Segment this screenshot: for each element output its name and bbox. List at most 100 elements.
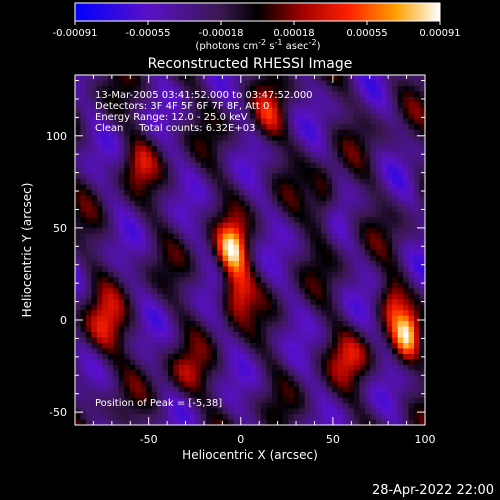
heatmap-cell	[222, 337, 229, 344]
heatmap-cell	[140, 403, 147, 409]
heatmap-cell	[173, 321, 180, 327]
heatmap-cell	[129, 414, 136, 420]
heatmap-cell	[299, 113, 305, 120]
heatmap-cell	[310, 167, 316, 174]
heatmap-cell	[397, 151, 404, 158]
heatmap-cell	[102, 419, 109, 425]
heatmap-cell	[271, 233, 278, 240]
heatmap-cell	[419, 85, 425, 92]
heatmap-cell	[129, 381, 136, 388]
heatmap-cell	[293, 397, 300, 404]
heatmap-cell	[118, 239, 125, 245]
heatmap-cell	[151, 107, 158, 114]
heatmap-cell	[239, 337, 245, 344]
heatmap-cell	[233, 178, 240, 185]
heatmap-cell	[135, 255, 141, 262]
heatmap-cell	[370, 255, 377, 262]
heatmap-cell	[85, 326, 92, 333]
heatmap-cell	[414, 233, 420, 240]
heatmap-cell	[342, 129, 349, 136]
heatmap-cell	[348, 162, 355, 169]
heatmap-cell	[342, 348, 349, 355]
heatmap-cell	[80, 124, 87, 130]
heatmap-cell	[239, 414, 245, 420]
heatmap-cell	[332, 124, 338, 130]
heatmap-cell	[135, 140, 141, 147]
heatmap-cell	[332, 206, 338, 213]
heatmap-cell	[233, 102, 240, 109]
heatmap-cell	[397, 250, 404, 256]
heatmap-cell	[173, 162, 180, 169]
heatmap-cell	[337, 184, 344, 191]
heatmap-cell	[118, 184, 125, 191]
heatmap-cell	[151, 397, 158, 404]
heatmap-cell	[80, 271, 87, 278]
heatmap-cell	[255, 403, 262, 409]
heatmap-cell	[321, 386, 327, 393]
heatmap-cell	[184, 151, 191, 158]
heatmap-cell	[107, 244, 114, 251]
heatmap-cell	[299, 244, 305, 251]
heatmap-cell	[315, 140, 322, 147]
heatmap-cell	[211, 403, 218, 409]
heatmap-cell	[102, 113, 109, 120]
heatmap-cell	[107, 135, 114, 141]
heatmap-cell	[129, 222, 136, 229]
heatmap-cell	[239, 408, 245, 415]
heatmap-cell	[157, 135, 163, 141]
heatmap-cell	[178, 392, 185, 398]
heatmap-cell	[162, 239, 169, 245]
heatmap-cell	[408, 96, 415, 103]
heatmap-cell	[140, 359, 147, 366]
heatmap-cell	[102, 255, 109, 262]
heatmap-cell	[129, 277, 136, 284]
heatmap-cell	[80, 75, 87, 81]
heatmap-cell	[173, 403, 180, 409]
heatmap-cell	[364, 140, 371, 147]
heatmap-cell	[211, 239, 218, 245]
heatmap-cell	[293, 91, 300, 98]
heatmap-cell	[102, 184, 109, 191]
heatmap-cell	[228, 228, 234, 234]
heatmap-cell	[375, 337, 382, 344]
heatmap-cell	[239, 255, 245, 262]
heatmap-cell	[255, 315, 262, 322]
heatmap-cell	[397, 91, 404, 98]
heatmap-cell	[102, 146, 109, 152]
heatmap-cell	[250, 403, 256, 409]
heatmap-cell	[414, 348, 420, 355]
heatmap-cell	[118, 359, 125, 366]
heatmap-cell	[211, 381, 218, 388]
heatmap-cell	[337, 113, 344, 120]
heatmap-cell	[228, 304, 234, 311]
heatmap-cell	[282, 260, 289, 267]
heatmap-cell	[113, 332, 120, 338]
heatmap-cell	[392, 282, 398, 289]
heatmap-cell	[337, 419, 344, 425]
heatmap-cell	[118, 392, 125, 398]
heatmap-cell	[178, 173, 185, 180]
heatmap-cell	[124, 217, 130, 223]
heatmap-cell	[353, 222, 360, 229]
heatmap-cell	[211, 392, 218, 398]
heatmap-cell	[386, 386, 393, 393]
heatmap-cell	[359, 228, 366, 234]
heatmap-cell	[326, 364, 333, 371]
heatmap-cell	[157, 217, 163, 223]
heatmap-cell	[233, 151, 240, 158]
heatmap-cell	[173, 332, 180, 338]
heatmap-cell	[386, 310, 393, 316]
heatmap-cell	[408, 217, 415, 223]
heatmap-cell	[260, 375, 267, 382]
heatmap-cell	[178, 364, 185, 371]
heatmap-cell	[85, 124, 92, 130]
heatmap-cell	[277, 173, 284, 180]
heatmap-cell	[167, 173, 174, 180]
heatmap-cell	[326, 228, 333, 234]
heatmap-cell	[184, 102, 191, 109]
heatmap-cell	[157, 113, 163, 120]
heatmap-cell	[85, 162, 92, 169]
heatmap-cell	[113, 293, 120, 300]
heatmap-cell	[277, 228, 284, 234]
